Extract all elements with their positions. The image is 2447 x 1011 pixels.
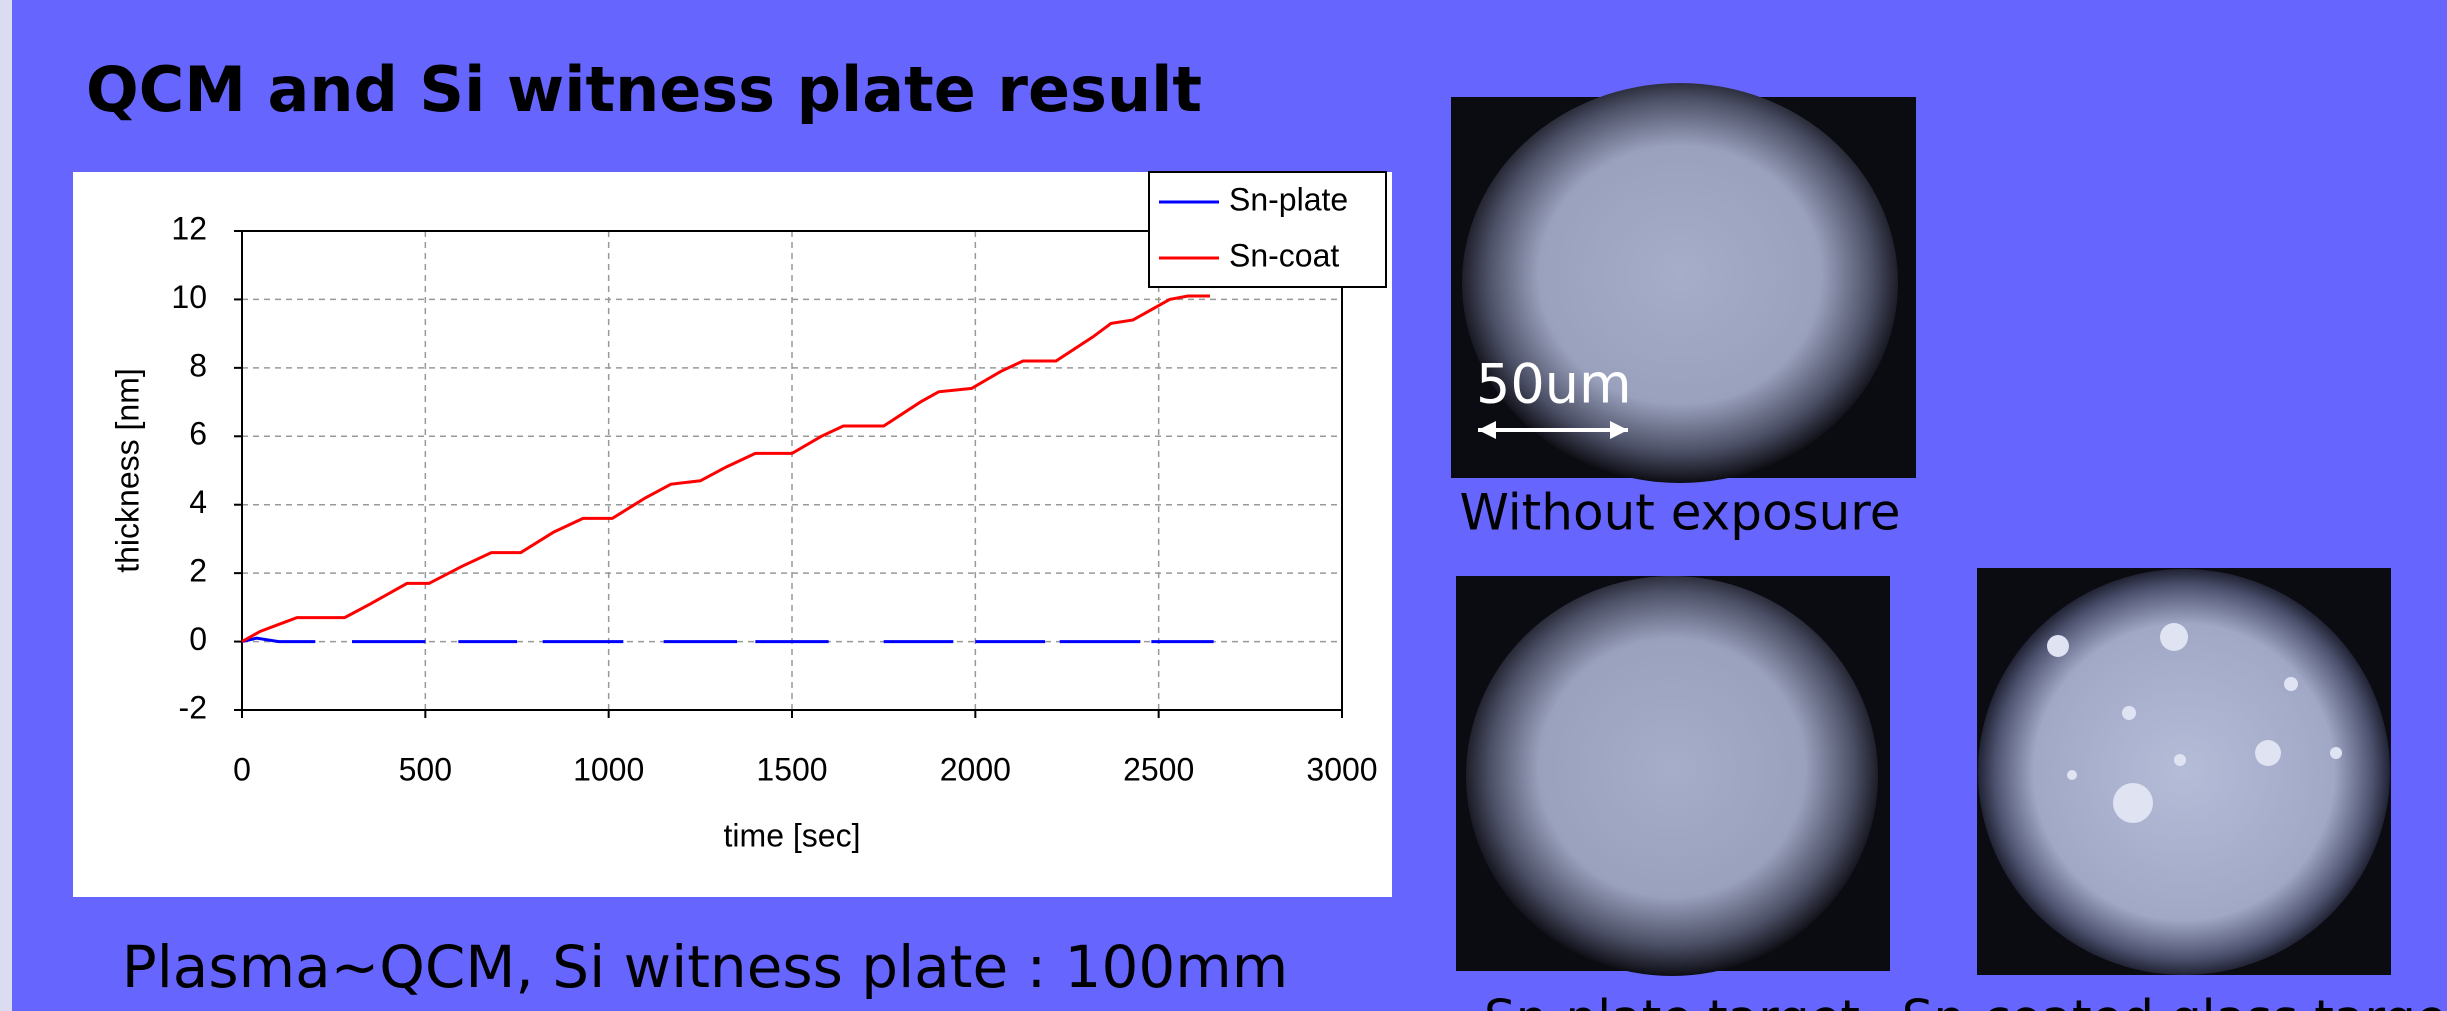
series-line — [241, 294, 1210, 643]
x-tick-label: 3000 — [1306, 751, 1377, 787]
scale-arrow-head — [1478, 421, 1628, 439]
x-tick-label: 2500 — [1123, 751, 1194, 787]
series-line — [241, 636, 1214, 644]
image-label: Sn-plate target — [1484, 990, 1860, 1011]
chart-background — [73, 172, 1392, 897]
chart: 0 500 1000 1500 2000 2500 3000 -2 0 2 4 6 8 10 12 time … — [109, 171, 1387, 853]
legend-box — [1148, 171, 1387, 288]
scale-label: 50um — [1476, 353, 1632, 416]
legend-label: Sn-plate — [1229, 181, 1348, 217]
y-tick-label: 2 — [189, 553, 207, 589]
y-tick-label: 8 — [189, 347, 207, 383]
y-tick-label: 12 — [171, 210, 207, 246]
spots — [2047, 623, 2342, 823]
x-axis-label: time [sec] — [724, 817, 861, 853]
x-tick-label: 0 — [233, 751, 251, 787]
legend-label: Sn-coat — [1229, 237, 1339, 273]
slide-title: QCM and Si witness plate result — [86, 53, 1202, 126]
edge-strip — [0, 0, 12, 1011]
image-label: Without exposure — [1459, 484, 1900, 542]
image-label: Sn-coated glass target — [1902, 990, 2447, 1011]
x-tick-label: 2000 — [940, 751, 1011, 787]
photo — [1462, 83, 1898, 483]
photo — [1466, 576, 1878, 976]
y-tick-label: 6 — [189, 416, 207, 452]
y-tick-label: 10 — [171, 279, 207, 315]
x-tick-label: 1000 — [573, 751, 644, 787]
photo — [1978, 569, 2390, 975]
x-tick-label: 500 — [399, 751, 452, 787]
y-axis-label: thickness [nm] — [109, 368, 145, 573]
y-tick-label: -2 — [179, 689, 207, 725]
caption: Plasma~QCM, Si witness plate : 100mm — [122, 933, 1289, 1001]
x-tick-label: 1500 — [756, 751, 827, 787]
y-tick-label: 0 — [189, 621, 207, 657]
y-tick-label: 4 — [189, 484, 207, 520]
plot-frame — [241, 230, 1343, 711]
